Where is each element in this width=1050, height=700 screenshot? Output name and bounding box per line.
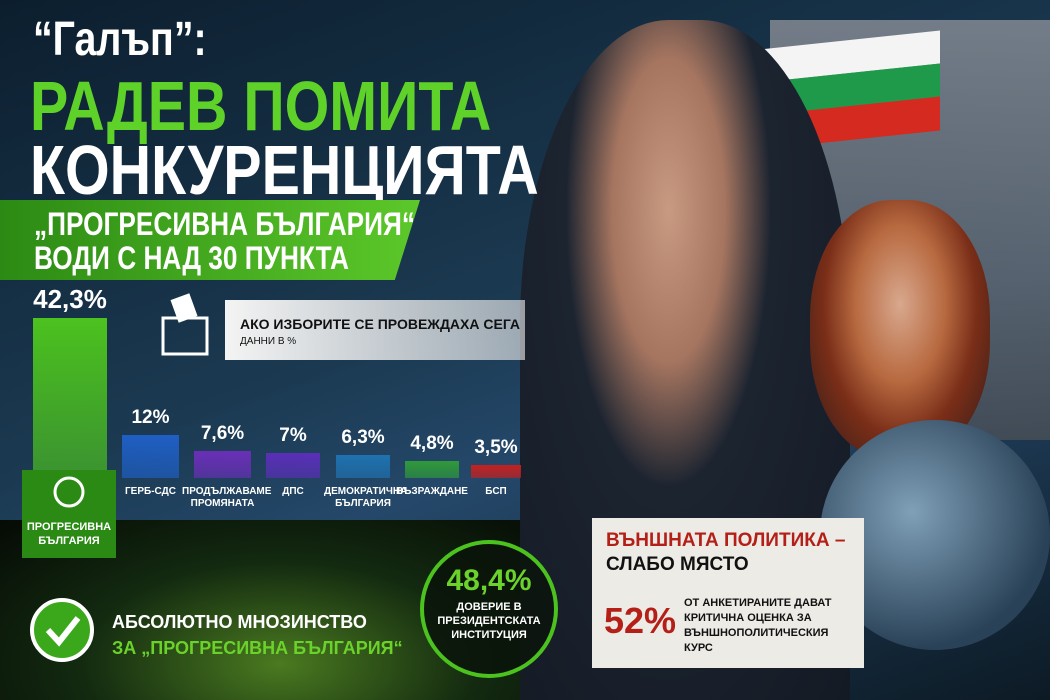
fp-text: ОТ АНКЕТИРАНИТЕ ДАВАТ КРИТИЧНА ОЦЕНКА ЗА… — [684, 597, 832, 654]
value-label: 7,6% — [200, 422, 245, 444]
category-label: ГЕРБ-СДС — [125, 486, 176, 497]
bar — [266, 452, 320, 478]
category-label: ПРОГРЕСИВНА БЪЛГАРИЯ — [26, 521, 112, 547]
majority-text: ЗА „ПРОГРЕСИВНА БЪЛГАРИЯ“ — [112, 638, 403, 658]
source: “Галъп”: — [33, 13, 207, 66]
chart-title: АКО ИЗБОРИТЕ СЕ ПРОВЕЖДАХА СЕГА — [240, 316, 520, 332]
banner-text: ВОДИ С НАД 30 ПУНКТА — [34, 240, 349, 276]
check — [45, 616, 81, 647]
bar — [336, 455, 390, 478]
bar — [471, 465, 521, 478]
value-label: 3,5% — [474, 437, 518, 459]
value-label: 6,3% — [341, 427, 385, 449]
fp-title: СЛАБО МЯСТО — [606, 554, 749, 575]
category-label: ДЕМОКРАТИЧНА БЪЛГАРИЯ — [324, 486, 408, 509]
chart-header-box — [225, 300, 525, 360]
bar — [122, 434, 179, 478]
category-label: БСП — [485, 486, 507, 497]
chart-subtitle: ДАННИ В % — [240, 336, 297, 347]
trust-value: 48,4% — [446, 564, 532, 597]
majority-text: АБСОЛЮТНО МНОЗИНСТВО — [112, 612, 367, 632]
vp-photo — [810, 200, 990, 460]
bar — [194, 450, 251, 478]
value-label: 4,8% — [410, 432, 454, 454]
fp-value: 52% — [604, 600, 677, 641]
check-icon — [30, 598, 94, 662]
bar — [405, 460, 459, 478]
category-label: ДПС — [282, 486, 304, 497]
title: КОНКУРЕНЦИЯТА — [30, 131, 539, 209]
trust-text: ДОВЕРИЕ В ПРЕЗИДЕНТСКАТА ИНСТИТУЦИЯ — [437, 601, 541, 641]
category-label: ВЪЗРАЖДАНЕ — [396, 486, 468, 497]
banner-text: „ПРОГРЕСИВНА БЪЛГАРИЯ“ — [34, 206, 415, 242]
bar — [33, 317, 107, 470]
value-label: 42,3% — [33, 283, 107, 314]
foreign-policy-box: ВЪНШНАТА ПОЛИТИКА – СЛАБО МЯСТО 52% ОТ А… — [592, 518, 864, 668]
bar-chart: 42,3% ПРОГРЕСИВНА БЪЛГАРИЯ 12% ГЕРБ-СДС 7,6%… — [0, 0, 560, 560]
ballot-icon — [160, 288, 210, 358]
logo — [53, 476, 85, 508]
value-label: 12% — [131, 406, 170, 428]
banner — [0, 200, 420, 280]
party-logo-box — [22, 470, 116, 558]
title: РАДЕВ ПОМИТА — [30, 67, 492, 145]
icon — [161, 293, 209, 356]
fp-title: ВЪНШНАТА ПОЛИТИКА – — [606, 530, 846, 551]
trust-circle: 48,4% ДОВЕРИЕ В ПРЕЗИДЕНТСКАТА ИНСТИТУЦИ… — [420, 540, 558, 678]
category-label: ПРОДЪЛЖАВАМЕ ПРОМЯНАТА — [182, 486, 272, 509]
value-label: 7% — [279, 424, 307, 446]
